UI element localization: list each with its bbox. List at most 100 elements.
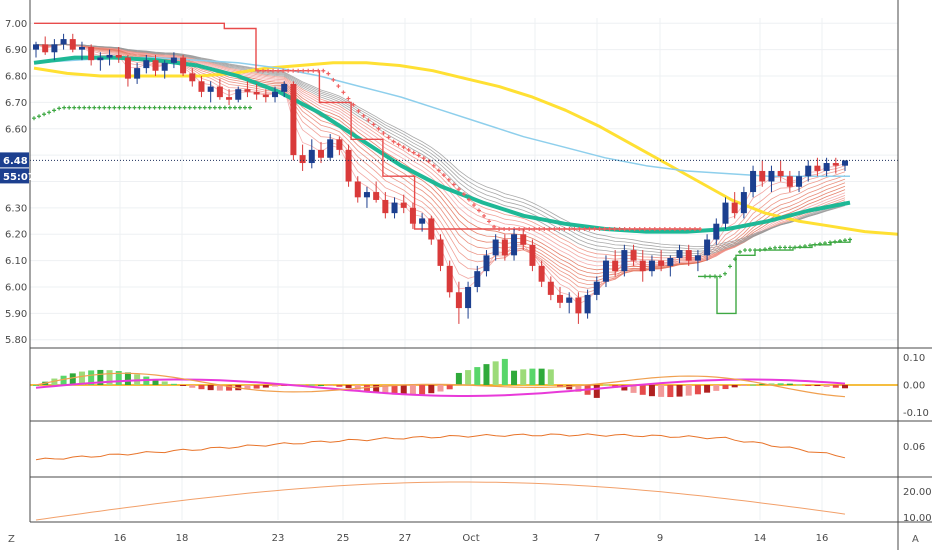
plus-marker (162, 105, 167, 110)
plus-marker (256, 68, 260, 73)
histogram-bar (446, 385, 453, 390)
candle-body (694, 255, 701, 261)
plus-marker (336, 84, 341, 89)
plus-marker (788, 245, 792, 250)
histogram-bar (216, 385, 223, 391)
histogram-bar (667, 385, 674, 398)
corner-left-label[interactable]: Z (8, 534, 15, 545)
histogram-bar (547, 369, 554, 385)
plus-marker (587, 226, 592, 231)
price-tick-label: 6.80 (5, 72, 27, 83)
plus-marker (642, 226, 647, 231)
plus-marker (497, 226, 502, 231)
histogram-bar (391, 385, 398, 395)
signal-line (35, 378, 846, 397)
date-tick-label: 27 (399, 533, 412, 544)
histogram-bar (226, 385, 233, 391)
histogram-bar (409, 385, 416, 395)
step-line (698, 239, 851, 315)
candle-body (750, 170, 757, 193)
candle-body (575, 297, 582, 314)
plus-marker (57, 106, 62, 111)
plus-marker (426, 159, 431, 164)
histogram-bar (33, 385, 39, 386)
plus-marker (281, 68, 286, 73)
price-tick-label: 5.80 (5, 335, 27, 346)
plus-marker (416, 153, 421, 158)
histogram-bar (180, 385, 187, 386)
plus-marker (748, 248, 752, 253)
plus-marker (242, 105, 247, 110)
histogram-bar (713, 385, 720, 391)
candle-body (630, 250, 637, 261)
histogram-bar (198, 385, 205, 390)
histogram-bar (685, 385, 692, 396)
date-tick-label: 7 (594, 533, 600, 544)
candle-body (382, 199, 389, 214)
plus-marker (713, 274, 717, 279)
indicator3-tick-label: 10.00 (903, 513, 932, 524)
corner-right-label[interactable]: A (912, 534, 919, 545)
histogram-bar (106, 370, 113, 385)
plus-marker (572, 226, 577, 231)
plus-marker (738, 249, 742, 254)
plus-marker (557, 226, 562, 231)
candle-body (455, 292, 462, 309)
osc-tick-label: 0.00 (903, 381, 925, 392)
plus-marker (132, 105, 137, 110)
histogram-bar (557, 385, 564, 388)
price-tick-label: 5.90 (5, 309, 27, 320)
plus-marker (87, 105, 92, 110)
price-tick-label: 6.30 (5, 203, 27, 214)
plus-marker (42, 112, 47, 117)
candle-body (363, 192, 370, 198)
histogram-bar (345, 385, 352, 389)
plus-marker (637, 226, 642, 231)
oscillator-pane[interactable] (30, 358, 898, 398)
plus-marker (152, 105, 157, 110)
plus-marker (451, 182, 456, 187)
plus-marker (411, 150, 416, 155)
plus-marker (222, 105, 227, 110)
plus-marker (217, 105, 222, 110)
candle-body (226, 97, 233, 100)
plus-marker (341, 90, 346, 95)
candle-body (465, 286, 472, 309)
plus-marker (753, 248, 757, 253)
plus-marker (708, 274, 712, 279)
plus-marker (306, 68, 311, 73)
price-tick-label: 6.10 (5, 256, 27, 267)
plus-marker (687, 226, 692, 231)
countdown-label: 55:07 (3, 172, 35, 183)
indicator-pane-3[interactable] (35, 481, 846, 521)
plus-marker (182, 105, 187, 110)
plus-marker (482, 213, 487, 218)
plus-marker (607, 226, 612, 231)
histogram-bar (437, 385, 444, 392)
plus-marker (743, 248, 747, 253)
histogram-bar (602, 384, 609, 386)
histogram-bar (796, 384, 803, 386)
plus-marker (172, 105, 177, 110)
plus-marker (232, 105, 237, 110)
osc-tick-label: 0.10 (903, 353, 925, 364)
indicator-pane-2[interactable] (35, 433, 846, 461)
plus-marker (532, 226, 537, 231)
candle-body (823, 163, 830, 171)
plus-marker (768, 246, 772, 251)
histogram-bar (97, 369, 104, 385)
plus-marker (632, 226, 637, 231)
plus-marker (67, 105, 72, 110)
plus-marker (62, 105, 67, 110)
date-tick-label: 3 (532, 533, 538, 544)
candlesticks[interactable] (30, 33, 898, 324)
histogram-bar (373, 385, 380, 393)
plus-marker (276, 68, 281, 73)
plus-marker (202, 105, 207, 110)
candle-body (648, 260, 655, 272)
date-tick-label: 16 (816, 533, 829, 544)
histogram-bar (465, 370, 472, 385)
plus-marker (527, 226, 532, 231)
histogram-bar (115, 371, 122, 385)
